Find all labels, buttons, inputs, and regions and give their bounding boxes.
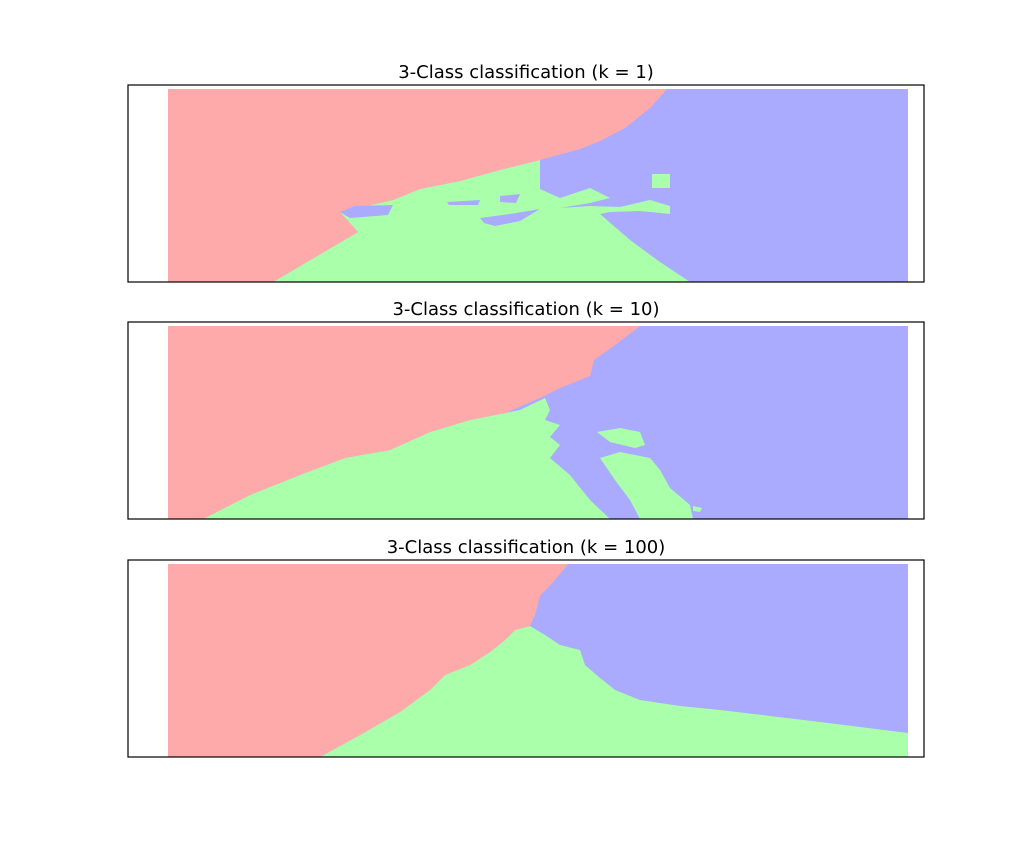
island-class1-k10-b (600, 452, 693, 519)
subplot-k10: 3-Class classification (k = 10) (127, 299, 925, 520)
island-class1-k1-a (652, 174, 670, 188)
region-class0-k1 (168, 89, 667, 282)
decision-regions-k1 (168, 89, 908, 282)
axes-frame-k10 (127, 321, 925, 520)
decision-regions-k100 (168, 564, 908, 757)
region-class0-k10 (168, 326, 640, 519)
island-class1-k10-c (693, 506, 702, 512)
region-class1-k100 (320, 626, 908, 757)
region-class1-k10 (203, 398, 610, 519)
island-class1-k10-a (597, 428, 645, 448)
subplot-title-k10: 3-Class classification (k = 10) (392, 299, 659, 320)
island-class2-k1-c (480, 209, 540, 226)
decision-regions-k10 (168, 326, 908, 519)
region-class0-k100 (168, 564, 568, 757)
island-class2-k1-b (447, 200, 480, 205)
island-class2-k1-d (500, 194, 520, 203)
subplot-k1: 3-Class classification (k = 1) (127, 62, 925, 283)
subplot-title-k1: 3-Class classification (k = 1) (398, 62, 654, 83)
subplot-title-k100: 3-Class classification (k = 100) (387, 537, 666, 558)
axes-frame-k1 (127, 84, 925, 283)
region-class1-k1 (273, 160, 690, 282)
island-class2-k1-a (340, 205, 393, 218)
axes-frame-k100 (127, 559, 925, 758)
subplot-k100: 3-Class classification (k = 100) (127, 537, 925, 758)
